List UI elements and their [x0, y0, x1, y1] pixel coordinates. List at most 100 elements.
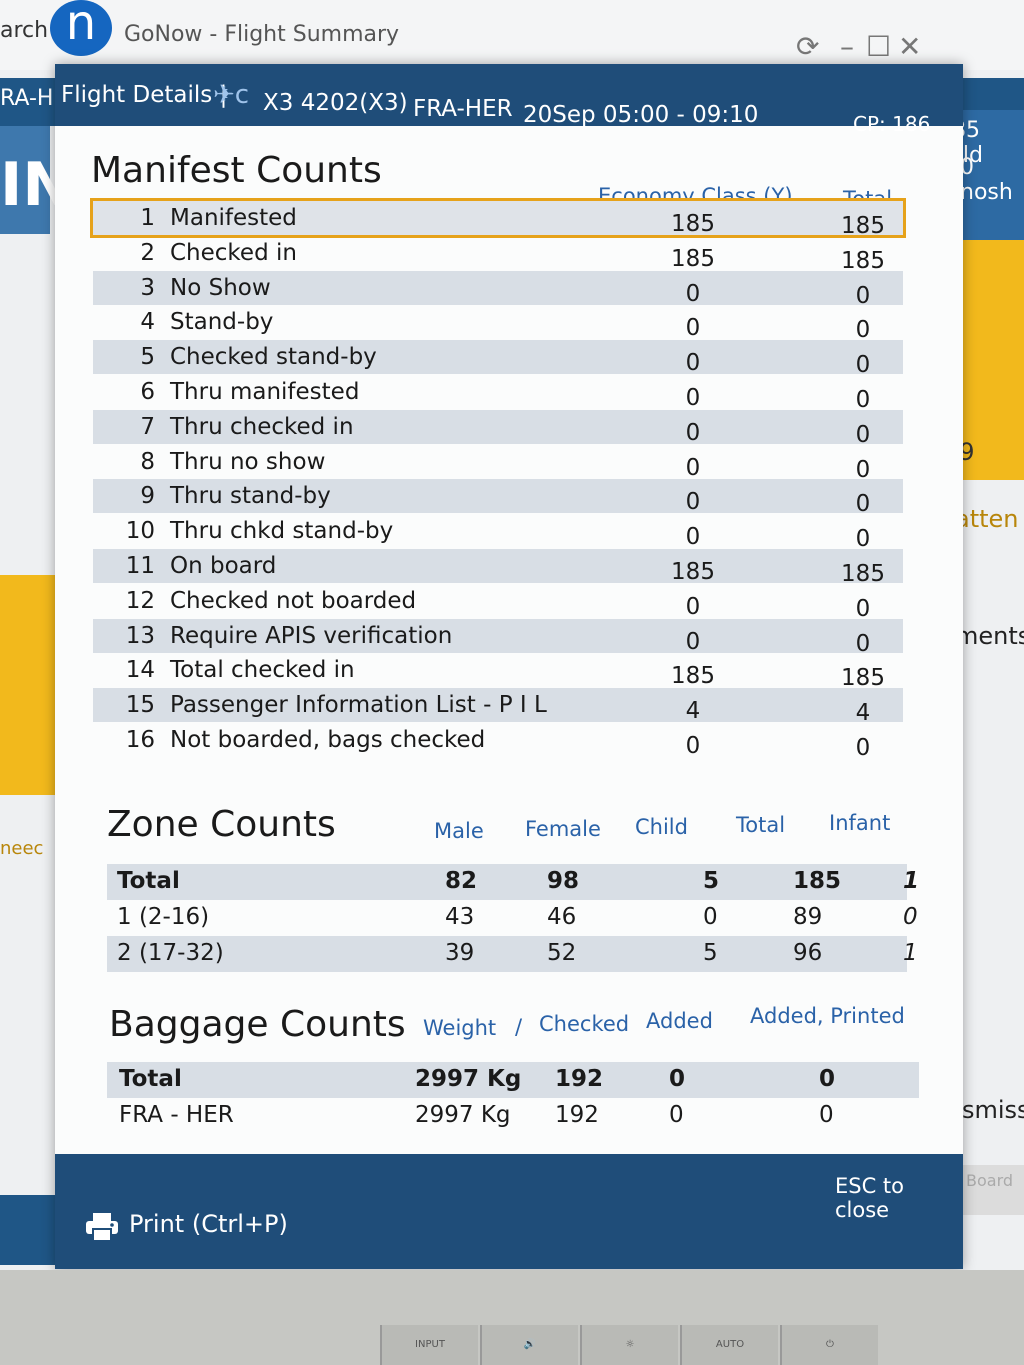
- manifest-row[interactable]: 1 Manifested 185 185: [90, 198, 906, 239]
- manifest-row[interactable]: 3 No Show 0 0: [93, 270, 903, 309]
- manifest-row-label: Checked stand-by: [170, 344, 377, 371]
- manifest-row-number: 4: [140, 309, 155, 336]
- baggage-row-label: Total: [119, 1066, 182, 1092]
- baggage-row[interactable]: Total 2997 Kg 192 0 0: [107, 1062, 919, 1098]
- minimize-button[interactable]: –: [840, 30, 854, 63]
- app-logo: n: [50, 0, 112, 56]
- manifest-row-label: Passenger Information List - P I L: [170, 692, 547, 719]
- manifest-row-economy: 0: [685, 628, 701, 655]
- zone-col-infant: Infant: [829, 811, 891, 835]
- manifest-row-total: 0: [855, 387, 871, 413]
- baggage-row-checked: 192: [555, 1066, 604, 1092]
- manifest-row-number: 7: [140, 413, 155, 440]
- zone-row-label: Total: [117, 868, 180, 894]
- background-need-text: neec: [0, 838, 44, 859]
- manifest-row-label: Manifested: [170, 205, 297, 231]
- manifest-row-label: Stand-by: [170, 309, 274, 336]
- manifest-row-label: On board: [170, 553, 277, 579]
- manifest-row[interactable]: 6 Thru manifested 0 0: [93, 375, 903, 413]
- baggage-col-weight: Weight: [423, 1016, 497, 1040]
- zone-row[interactable]: 2 (17-32) 39 52 5 96 1: [107, 936, 918, 972]
- manifest-row-total: 0: [855, 526, 871, 553]
- baggage-row-checked: 192: [555, 1102, 599, 1128]
- background-dismiss-text[interactable]: smiss: [962, 1096, 1024, 1124]
- baggage-row-added-printed: 0: [819, 1066, 836, 1092]
- manifest-row-number: 5: [140, 344, 155, 371]
- manifest-row[interactable]: 9 Thru stand-by 0 0: [93, 479, 903, 517]
- manifest-row-number: 16: [125, 727, 155, 753]
- zone-row-infant: 1: [903, 940, 918, 966]
- flight-route: FRA-HER: [413, 96, 513, 122]
- manifest-row-economy: 185: [671, 211, 715, 237]
- manifest-row-number: 15: [125, 692, 155, 719]
- zone-row-total: 185: [793, 868, 842, 894]
- zone-row[interactable]: Total 82 98 5 185 1: [107, 864, 919, 900]
- background-attention-text: atten: [955, 505, 1019, 533]
- manifest-row[interactable]: 15 Passenger Information List - P I L 4 4: [93, 688, 903, 726]
- monitor-button[interactable]: ⏻: [780, 1325, 878, 1365]
- manifest-row-total: 185: [841, 247, 885, 274]
- zone-row[interactable]: 1 (2-16) 43 46 0 89 0: [107, 900, 918, 936]
- manifest-row[interactable]: 8 Thru no show 0 0: [93, 445, 903, 483]
- manifest-row[interactable]: 5 Checked stand-by 0 0: [93, 340, 903, 378]
- baggage-col-added-printed: Added, Printed: [750, 1004, 905, 1028]
- manifest-row-label: Thru manifested: [170, 379, 360, 405]
- manifest-row[interactable]: 7 Thru checked in 0 0: [93, 409, 903, 448]
- monitor-button[interactable]: ☼: [580, 1325, 678, 1365]
- background-topbar: [0, 0, 1024, 70]
- maximize-button[interactable]: ☐: [866, 30, 892, 63]
- dialog-footer: Print (Ctrl+P) ESC to close: [55, 1154, 963, 1269]
- zone-row-male: 82: [445, 868, 478, 894]
- zone-row-total: 96: [793, 940, 823, 966]
- manifest-row-label: Require APIS verification: [170, 622, 453, 649]
- baggage-col-separator: /: [515, 1015, 523, 1039]
- close-button[interactable]: ✕: [898, 30, 922, 63]
- manifest-row-number: 3: [140, 274, 155, 301]
- zone-row-label: 1 (2-16): [117, 904, 210, 930]
- print-label[interactable]: Print (Ctrl+P): [129, 1210, 288, 1238]
- background-comments-text: ments: [955, 622, 1024, 650]
- manifest-row-total: 185: [841, 213, 885, 239]
- manifest-row-economy: 0: [685, 489, 701, 516]
- manifest-row[interactable]: 4 Stand-by 0 0: [93, 305, 903, 343]
- manifest-row[interactable]: 13 Require APIS verification 0 0: [93, 618, 903, 657]
- manifest-row-label: Thru stand-by: [170, 483, 331, 510]
- manifest-row-economy: 185: [671, 245, 715, 272]
- manifest-row[interactable]: 2 Checked in 185 185: [93, 236, 903, 274]
- manifest-row[interactable]: 14 Total checked in 185 185: [93, 653, 903, 691]
- manifest-row-number: 1: [140, 205, 155, 231]
- printer-icon: [86, 1213, 118, 1242]
- monitor-button[interactable]: 🔊: [480, 1325, 578, 1365]
- zone-col-total: Total: [736, 813, 786, 837]
- zone-row-female: 98: [547, 868, 580, 894]
- background-left-footer: [0, 1195, 60, 1265]
- zone-row-male: 43: [445, 904, 475, 930]
- manifest-row-total: 0: [855, 282, 871, 309]
- manifest-row[interactable]: 11 On board 185 185: [93, 549, 903, 587]
- zone-row-label: 2 (17-32): [117, 940, 224, 966]
- manifest-row-total: 0: [855, 421, 871, 448]
- zone-col-female: Female: [525, 817, 601, 841]
- baggage-col-checked: Checked: [539, 1012, 630, 1036]
- manifest-row-total: 185: [841, 561, 885, 587]
- zone-row-child: 5: [703, 940, 718, 966]
- manifest-row-total: 0: [855, 595, 871, 622]
- monitor-button[interactable]: AUTO: [680, 1325, 778, 1365]
- manifest-row-label: Thru checked in: [170, 413, 354, 440]
- baggage-row-weight: 2997 Kg: [415, 1102, 511, 1128]
- background-board-button[interactable]: Board: [960, 1165, 1024, 1215]
- background-left-panel: [0, 126, 50, 234]
- monitor-button[interactable]: INPUT: [380, 1325, 478, 1365]
- esc-close-hint[interactable]: ESC to close: [835, 1174, 905, 1222]
- baggage-row[interactable]: FRA - HER 2997 Kg 192 0 0: [107, 1098, 919, 1134]
- manifest-row-total: 0: [855, 630, 871, 657]
- manifest-row[interactable]: 16 Not boarded, bags checked 0 0: [93, 723, 903, 761]
- manifest-row-economy: 0: [685, 280, 701, 307]
- refresh-icon[interactable]: ⟳: [796, 30, 820, 63]
- manifest-row-label: Thru no show: [170, 448, 326, 475]
- manifest-row-label: Checked not boarded: [170, 587, 417, 614]
- baggage-title: Baggage Counts: [109, 1004, 406, 1045]
- manifest-row[interactable]: 10 Thru chkd stand-by 0 0: [93, 514, 903, 552]
- manifest-row[interactable]: 12 Checked not boarded 0 0: [93, 584, 903, 622]
- manifest-row-economy: 0: [685, 454, 701, 481]
